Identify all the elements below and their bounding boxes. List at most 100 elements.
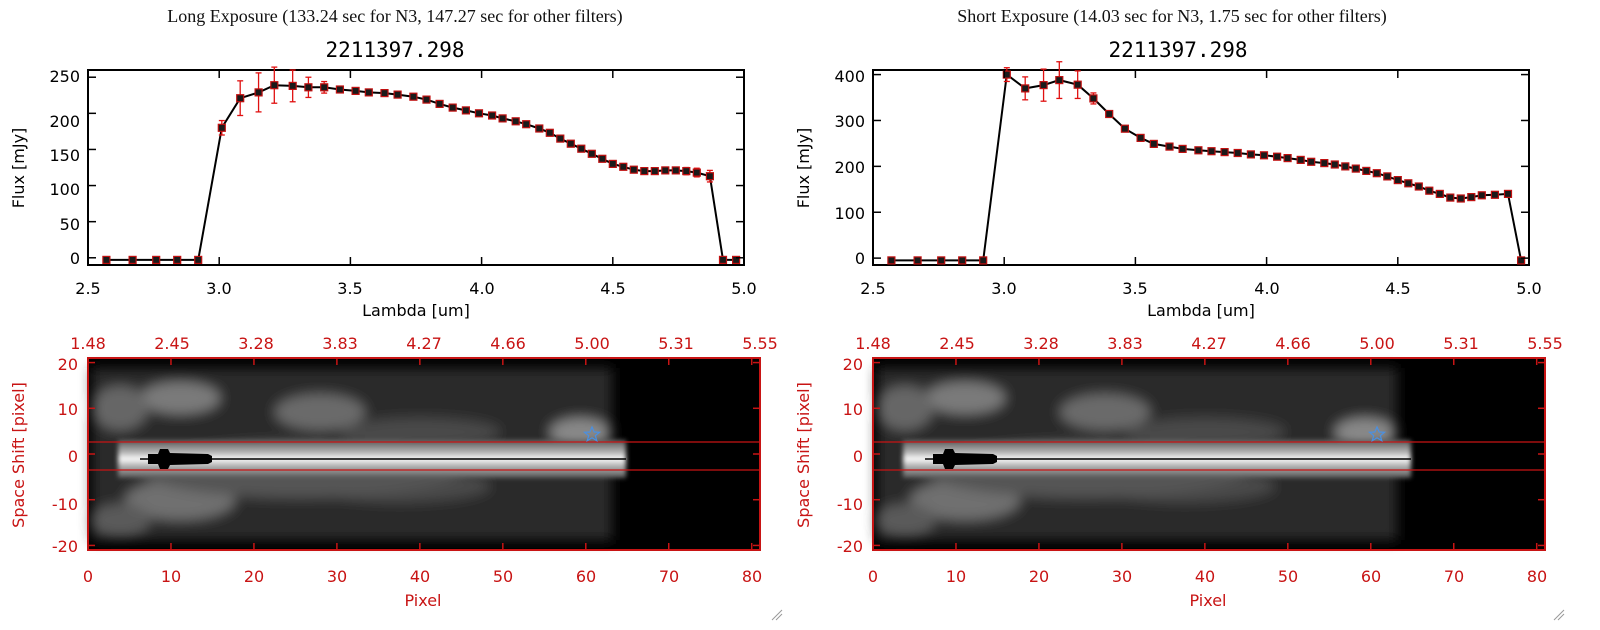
x-tick-label: 3.5 (1122, 279, 1147, 298)
y-tick-label: 0 (855, 249, 865, 268)
data-point (351, 86, 360, 96)
top-tick-label: 3.83 (1107, 334, 1143, 353)
spectrum-x-label: Lambda [um] (362, 301, 470, 320)
data-point (102, 255, 111, 264)
data-point (288, 81, 297, 91)
data-point (409, 92, 418, 101)
left-tick-label: 10 (58, 400, 78, 419)
data-point (1283, 154, 1292, 163)
data-point (1446, 193, 1455, 202)
data-point (535, 124, 544, 133)
left-tick-label: 0 (853, 447, 863, 466)
data-point (320, 83, 329, 92)
data-point (522, 120, 531, 129)
data-point (435, 99, 444, 109)
data-point (498, 114, 507, 123)
spectral-image-plot: 1.48 2.45 3.28 3.83 4.27 4.66 5.00 5.31 … (9, 334, 778, 610)
left-tick-label: -10 (837, 495, 863, 514)
data-point (511, 117, 520, 126)
spectrum-tick-marks (872, 70, 1530, 265)
data-point (1272, 152, 1282, 161)
top-tick-label: 1.48 (855, 334, 891, 353)
data-point (1021, 84, 1030, 93)
spectrum-x-ticks: 2.5 3.0 3.5 4.0 4.5 5.0 (75, 279, 756, 298)
data-point (692, 168, 701, 177)
left-tick-label: -20 (52, 537, 78, 556)
data-point (1233, 148, 1242, 158)
bottom-tick-label: 10 (946, 567, 966, 586)
y-tick-label: 200 (834, 158, 865, 177)
data-point (545, 128, 554, 137)
x-tick-label: 4.0 (469, 279, 494, 298)
data-point (1516, 256, 1526, 265)
top-tick-label: 2.45 (154, 334, 190, 353)
spectral-image (873, 358, 1545, 550)
data-point (270, 81, 279, 90)
data-point (629, 165, 638, 174)
panel-short-exposure: Short Exposure (14.03 sec for N3, 1.75 s… (794, 6, 1565, 621)
x-tick-label: 4.5 (600, 279, 625, 298)
image-top-ticks: 1.48 2.45 3.28 3.83 4.27 4.66 5.00 5.31 … (70, 334, 778, 353)
top-tick-label: 4.66 (1275, 334, 1311, 353)
data-point (1467, 193, 1476, 202)
data-point (128, 255, 137, 264)
data-point (364, 88, 373, 97)
data-point (1320, 159, 1329, 168)
spectrum-y-label: Flux [mJy] (794, 128, 813, 209)
top-tick-label: 2.45 (939, 334, 975, 353)
x-tick-label: 3.0 (206, 279, 231, 298)
bottom-tick-label: 20 (1029, 567, 1049, 586)
y-tick-label: 200 (49, 112, 80, 131)
data-point (1165, 142, 1174, 151)
x-tick-label: 4.5 (1385, 279, 1410, 298)
top-tick-label: 4.66 (490, 334, 526, 353)
y-tick-label: 250 (49, 67, 80, 86)
image-tick-marks (87, 358, 760, 550)
spectral-image-plot: 1.48 2.45 3.28 3.83 4.27 4.66 5.00 5.31 … (794, 334, 1563, 610)
data-point (979, 256, 988, 265)
image-x-label: Pixel (1189, 591, 1226, 610)
y-tick-label: 0 (70, 249, 80, 268)
x-tick-label: 5.0 (731, 279, 756, 298)
spectrum-x-ticks: 2.5 3.0 3.5 4.0 4.5 5.0 (860, 279, 1541, 298)
star-marker-icon (1367, 425, 1387, 443)
data-point (913, 256, 922, 265)
spectrum-title: 2211397.298 (1108, 38, 1247, 62)
resize-grip-icon[interactable] (1553, 609, 1565, 621)
spectrum-tick-marks (87, 70, 745, 265)
top-tick-label: 5.55 (742, 334, 778, 353)
data-point (937, 256, 946, 265)
data-point (1307, 157, 1316, 166)
data-point (1073, 80, 1082, 89)
data-point (1456, 194, 1465, 203)
x-tick-label: 4.0 (1254, 279, 1279, 298)
data-point (1435, 189, 1444, 198)
data-point (1194, 146, 1203, 155)
top-tick-label: 5.31 (658, 334, 694, 353)
image-left-ticks: 20 10 0 -10 -20 (52, 355, 78, 556)
data-point (1372, 169, 1381, 178)
data-point (1105, 109, 1114, 119)
data-point (380, 88, 389, 98)
data-point (217, 123, 226, 132)
data-point (718, 255, 728, 264)
top-tick-label: 5.55 (1527, 334, 1563, 353)
data-point (1089, 94, 1098, 103)
x-tick-label: 3.5 (337, 279, 362, 298)
bottom-tick-label: 20 (244, 567, 264, 586)
data-point (598, 154, 607, 163)
bottom-tick-label: 60 (1361, 567, 1381, 586)
image-tick-marks (872, 358, 1545, 550)
data-point (1178, 144, 1187, 153)
y-tick-label: 100 (49, 180, 80, 199)
top-tick-label: 3.28 (238, 334, 274, 353)
bottom-tick-label: 30 (1112, 567, 1132, 586)
data-point (1383, 172, 1392, 181)
x-tick-label: 5.0 (1516, 279, 1541, 298)
image-left-ticks: 20 10 0 -10 -20 (837, 355, 863, 556)
resize-grip-icon[interactable] (771, 609, 783, 621)
data-point (393, 90, 402, 99)
y-tick-label: 50 (60, 215, 80, 234)
data-point (422, 95, 431, 104)
data-point (173, 255, 182, 264)
